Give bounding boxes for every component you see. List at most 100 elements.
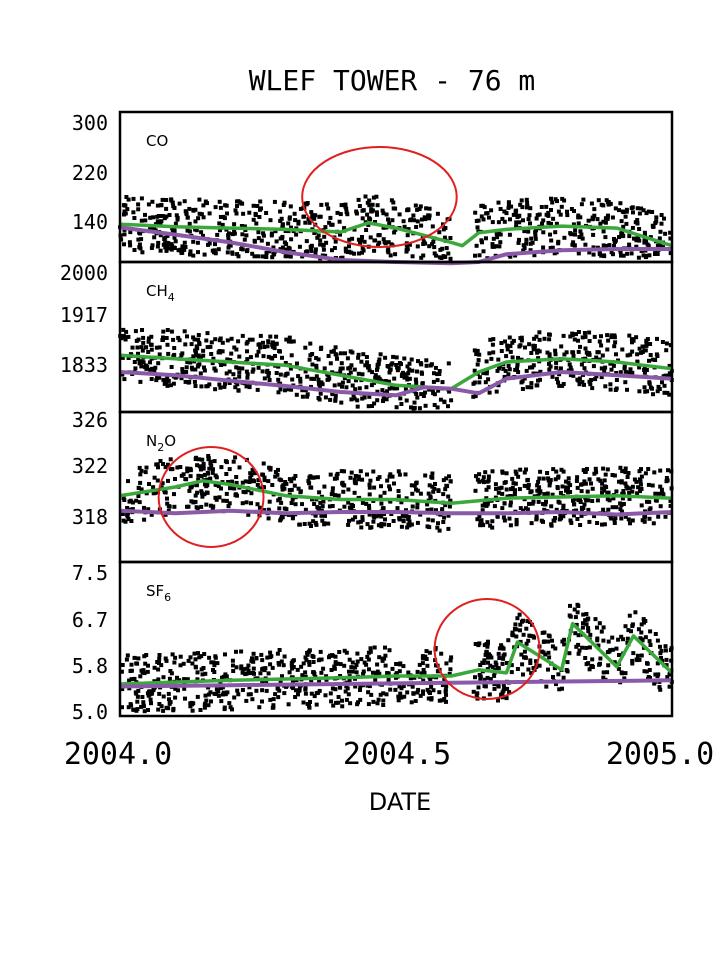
observation-point — [584, 350, 589, 355]
observation-point — [249, 501, 253, 506]
observation-point — [319, 345, 324, 350]
observation-point — [480, 508, 485, 513]
observation-point — [513, 481, 518, 486]
observation-point — [265, 655, 270, 660]
observation-point — [254, 656, 259, 661]
observation-point — [495, 368, 500, 373]
observation-point — [658, 651, 663, 656]
observation-point — [308, 474, 313, 479]
observation-point — [405, 364, 410, 369]
observation-point — [195, 346, 200, 351]
observation-point — [326, 354, 331, 358]
observation-point — [315, 505, 320, 510]
observation-point — [347, 244, 351, 249]
observation-point — [569, 520, 574, 525]
observation-point — [188, 252, 192, 257]
observation-point — [214, 692, 219, 696]
observation-point — [665, 675, 670, 680]
observation-point — [354, 211, 359, 216]
observation-point — [210, 361, 215, 366]
observation-point — [232, 222, 237, 227]
observation-point — [471, 394, 476, 399]
observation-point — [549, 522, 554, 527]
observation-point — [507, 232, 512, 237]
observation-point — [630, 370, 635, 375]
observation-point — [473, 675, 477, 680]
observation-point — [443, 487, 448, 492]
observation-point — [335, 471, 340, 476]
observation-point — [388, 253, 393, 258]
observation-point — [307, 648, 312, 653]
observation-point — [146, 339, 151, 344]
observation-point — [366, 364, 371, 369]
observation-point — [415, 520, 420, 525]
observation-point — [367, 506, 372, 511]
observation-point — [447, 389, 452, 394]
observation-point — [399, 524, 404, 529]
observation-point — [529, 521, 534, 526]
observation-point — [449, 655, 454, 660]
observation-point — [333, 654, 338, 659]
observation-point — [444, 699, 448, 704]
observation-point — [609, 367, 614, 372]
observation-point — [173, 375, 178, 380]
panel-label: SF6 — [146, 582, 171, 604]
observation-point — [488, 663, 493, 668]
observation-point — [261, 340, 265, 345]
observation-point — [260, 699, 264, 704]
observation-point — [431, 379, 436, 384]
observation-point — [148, 342, 153, 347]
observation-point — [121, 203, 126, 208]
observation-point — [205, 471, 210, 475]
observation-point — [440, 683, 445, 688]
y-tick-label: 7.5 — [72, 561, 108, 585]
observation-point — [397, 684, 402, 689]
observation-point — [656, 491, 661, 496]
observation-point — [401, 518, 406, 523]
observation-point — [566, 490, 571, 495]
observation-point — [401, 684, 406, 689]
observation-point — [126, 334, 131, 339]
observation-point — [309, 678, 314, 683]
observation-point — [667, 371, 672, 376]
observation-point — [308, 700, 312, 704]
observation-point — [294, 392, 299, 397]
observation-point — [152, 475, 157, 480]
observation-point — [581, 197, 586, 202]
observation-point — [382, 240, 387, 245]
observation-point — [260, 369, 265, 374]
observation-point — [556, 475, 561, 480]
observation-point — [521, 618, 525, 623]
observation-point — [444, 476, 449, 481]
observation-point — [160, 214, 165, 218]
observation-point — [482, 677, 487, 682]
observation-point — [624, 221, 629, 226]
observation-point — [135, 699, 140, 704]
observation-point — [658, 644, 662, 649]
observation-point — [589, 664, 594, 669]
observation-point — [317, 397, 322, 402]
observation-point — [140, 348, 145, 353]
observation-point — [631, 651, 636, 656]
observation-point — [266, 671, 271, 676]
observation-point — [391, 206, 396, 211]
observation-point — [534, 513, 539, 518]
observation-point — [218, 350, 223, 355]
observation-point — [660, 380, 664, 385]
observation-point — [627, 486, 632, 491]
observation-point — [446, 494, 451, 499]
observation-point — [619, 480, 624, 485]
observation-point — [250, 467, 255, 472]
observation-point — [591, 232, 596, 237]
observation-point — [157, 656, 162, 661]
observation-point — [565, 660, 570, 665]
observation-point — [134, 661, 139, 666]
observation-point — [182, 677, 187, 682]
observation-point — [534, 216, 539, 221]
observation-point — [340, 255, 345, 260]
observation-point — [503, 368, 508, 373]
observation-point — [172, 346, 177, 350]
observation-point — [405, 233, 410, 238]
observation-point — [373, 375, 378, 380]
observation-point — [301, 661, 306, 666]
